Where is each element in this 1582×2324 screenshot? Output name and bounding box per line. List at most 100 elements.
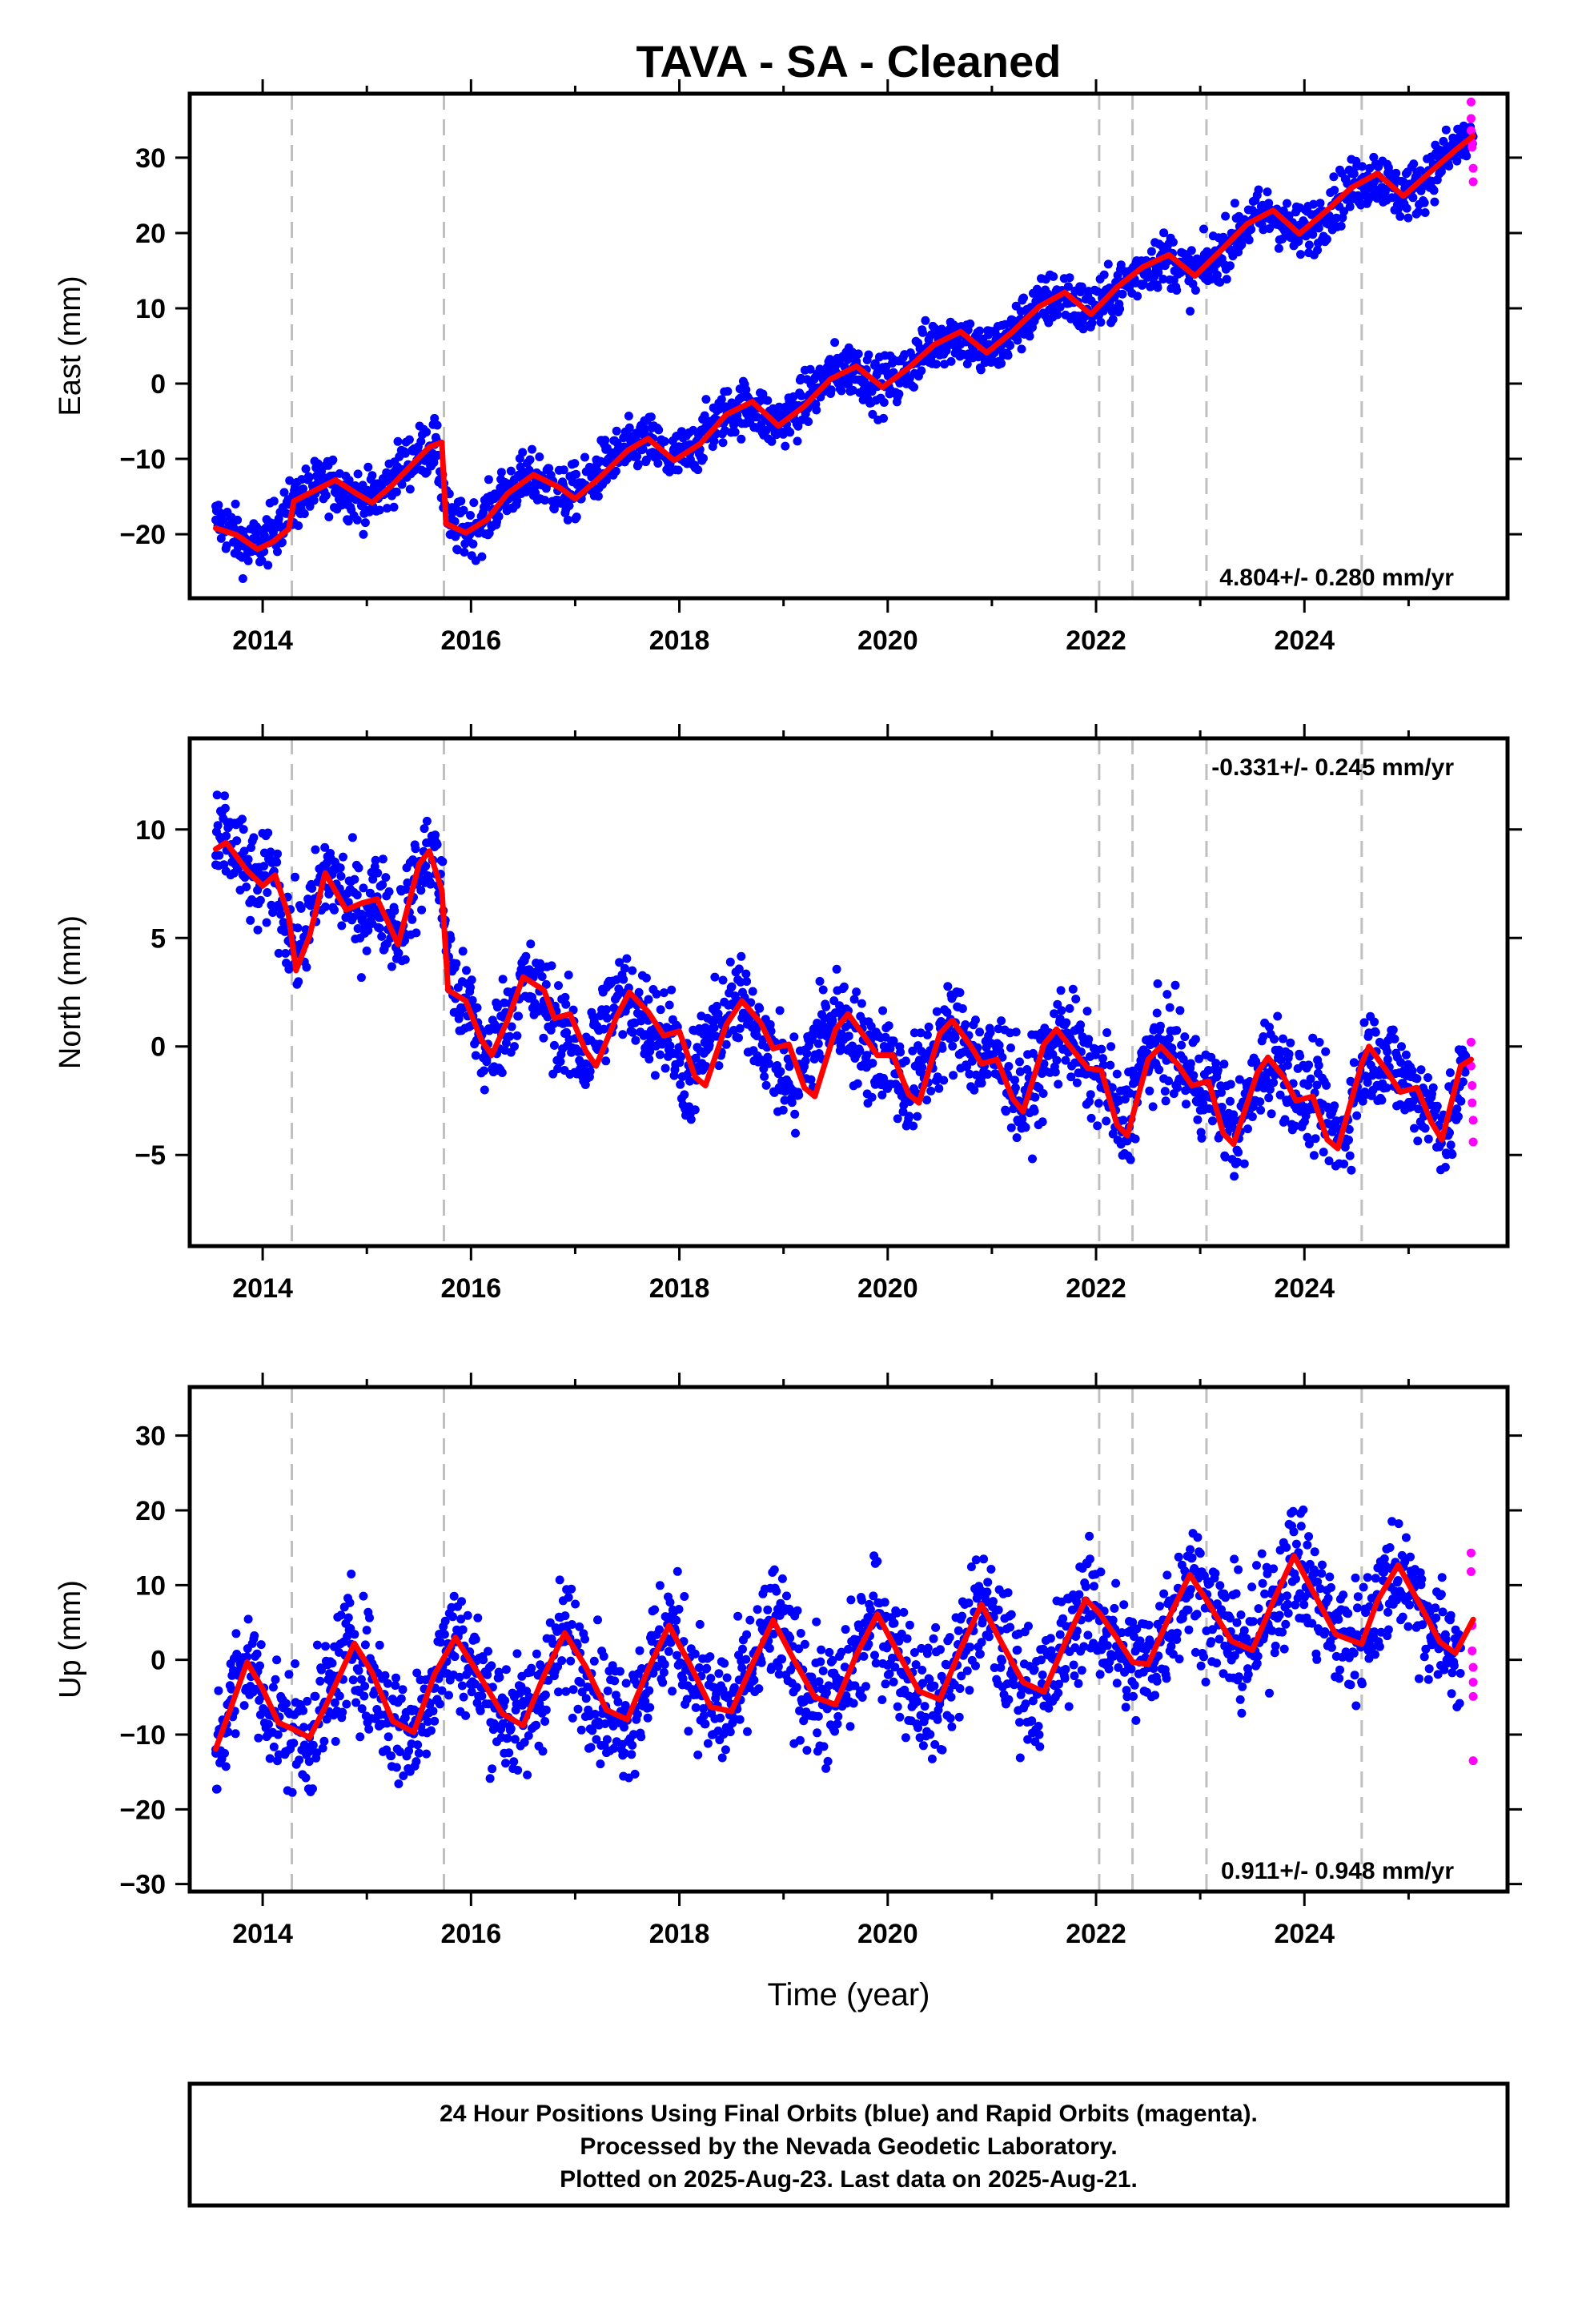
- final-orbit-point: [359, 529, 368, 539]
- final-orbit-point: [1330, 1101, 1339, 1111]
- final-orbit-point: [255, 1661, 264, 1671]
- final-orbit-point: [635, 1646, 644, 1655]
- final-orbit-point: [622, 954, 632, 963]
- final-orbit-point: [539, 1033, 548, 1043]
- final-orbit-point: [593, 1615, 602, 1625]
- final-orbit-point: [1006, 1123, 1016, 1132]
- final-orbit-point: [421, 862, 431, 870]
- final-orbit-point: [628, 1027, 637, 1037]
- rapid-orbit-data-point: [1468, 163, 1478, 173]
- final-orbit-point: [1263, 187, 1272, 197]
- final-orbit-point: [718, 975, 728, 985]
- final-orbit-point: [1429, 186, 1439, 195]
- final-orbit-point: [428, 1707, 438, 1716]
- final-orbit-point: [359, 883, 368, 893]
- final-orbit-point: [749, 1675, 759, 1685]
- final-orbit-data-point: [1164, 1042, 1174, 1051]
- final-orbit-point: [561, 999, 571, 1009]
- final-orbit-point: [1170, 980, 1180, 990]
- final-orbit-point: [1126, 1155, 1135, 1164]
- final-orbit-point: [299, 1706, 308, 1715]
- final-orbit-point: [717, 1753, 727, 1763]
- final-orbit-point: [1447, 1150, 1457, 1160]
- final-orbit-point: [769, 1629, 778, 1638]
- final-orbit-point: [473, 1613, 483, 1622]
- final-orbit-point: [362, 946, 371, 955]
- final-orbit-point: [1006, 1043, 1015, 1052]
- final-orbit-point: [239, 825, 248, 834]
- final-orbit-point: [273, 849, 282, 858]
- final-orbit-point: [701, 1719, 710, 1729]
- final-orbit-point: [645, 1703, 655, 1712]
- final-orbit-point: [1284, 1049, 1294, 1059]
- final-orbit-point: [512, 496, 522, 505]
- final-orbit-point: [1177, 1040, 1186, 1050]
- final-orbit-point: [1197, 1133, 1207, 1143]
- final-orbit-point: [518, 448, 528, 457]
- final-orbit-point: [380, 1671, 390, 1680]
- final-orbit-point: [353, 469, 363, 479]
- plot-frame: [187, 91, 1510, 601]
- final-orbit-point: [898, 1107, 908, 1116]
- final-orbit-point: [777, 1655, 787, 1664]
- final-orbit-point: [1295, 1051, 1305, 1061]
- final-orbit-point: [554, 1687, 563, 1697]
- final-orbit-data-point: [222, 831, 231, 841]
- final-orbit-point: [396, 1694, 406, 1703]
- final-orbit-data-point: [211, 850, 221, 860]
- final-orbit-point: [1011, 1027, 1021, 1037]
- final-orbit-point: [620, 963, 629, 973]
- final-orbit-point: [480, 1085, 489, 1095]
- final-orbit-point: [818, 1667, 828, 1675]
- final-orbit-point: [262, 918, 271, 927]
- final-orbit-point: [281, 949, 291, 958]
- final-orbit-point: [763, 1605, 773, 1614]
- final-orbit-point: [893, 1114, 902, 1124]
- rapid-orbit-data-point: [1466, 1037, 1476, 1047]
- final-orbit-point: [682, 1695, 692, 1704]
- final-orbit-point: [879, 413, 888, 423]
- final-orbit-point: [444, 1691, 453, 1700]
- final-orbit-point: [1308, 230, 1318, 239]
- final-orbit-point: [880, 1598, 889, 1607]
- final-orbit-point: [1382, 1083, 1391, 1092]
- final-orbit-point: [908, 1046, 917, 1055]
- y-tick-label: 20: [135, 219, 166, 249]
- final-orbit-point: [800, 1639, 809, 1649]
- final-orbit-point: [1365, 163, 1375, 173]
- final-orbit-point: [311, 1691, 320, 1701]
- final-orbit-point: [893, 1702, 902, 1711]
- final-orbit-point: [321, 902, 330, 911]
- final-orbit-point: [537, 972, 547, 981]
- final-orbit-point: [673, 1651, 681, 1660]
- final-orbit-point: [301, 464, 311, 473]
- final-orbit-point: [1391, 168, 1401, 178]
- final-orbit-point: [640, 1696, 650, 1706]
- final-orbit-point: [1454, 1112, 1463, 1121]
- final-orbit-point: [404, 435, 414, 444]
- final-orbit-point: [742, 1630, 752, 1639]
- final-orbit-point: [293, 923, 303, 933]
- final-orbit-point: [1311, 1134, 1320, 1144]
- plot-background: [190, 738, 1508, 1246]
- final-orbit-point: [571, 1599, 580, 1609]
- final-orbit-point: [1038, 1089, 1048, 1098]
- final-orbit-point: [721, 1039, 731, 1049]
- final-orbit-point: [458, 1625, 468, 1634]
- final-orbit-point: [365, 1613, 374, 1622]
- final-orbit-point: [655, 1581, 665, 1590]
- final-orbit-point: [716, 1713, 725, 1723]
- final-orbit-point: [916, 1028, 926, 1038]
- final-orbit-point: [813, 1039, 823, 1048]
- final-orbit-point: [638, 444, 648, 454]
- final-orbit-point: [350, 875, 359, 884]
- final-orbit-point: [335, 863, 345, 873]
- final-orbit-point: [922, 1030, 932, 1039]
- final-orbit-point: [1349, 169, 1359, 179]
- final-orbit-point: [548, 1638, 558, 1648]
- final-orbit-point: [714, 1669, 724, 1679]
- final-orbit-point: [321, 491, 331, 501]
- final-orbit-point: [213, 821, 223, 830]
- final-orbit-point: [1294, 237, 1303, 246]
